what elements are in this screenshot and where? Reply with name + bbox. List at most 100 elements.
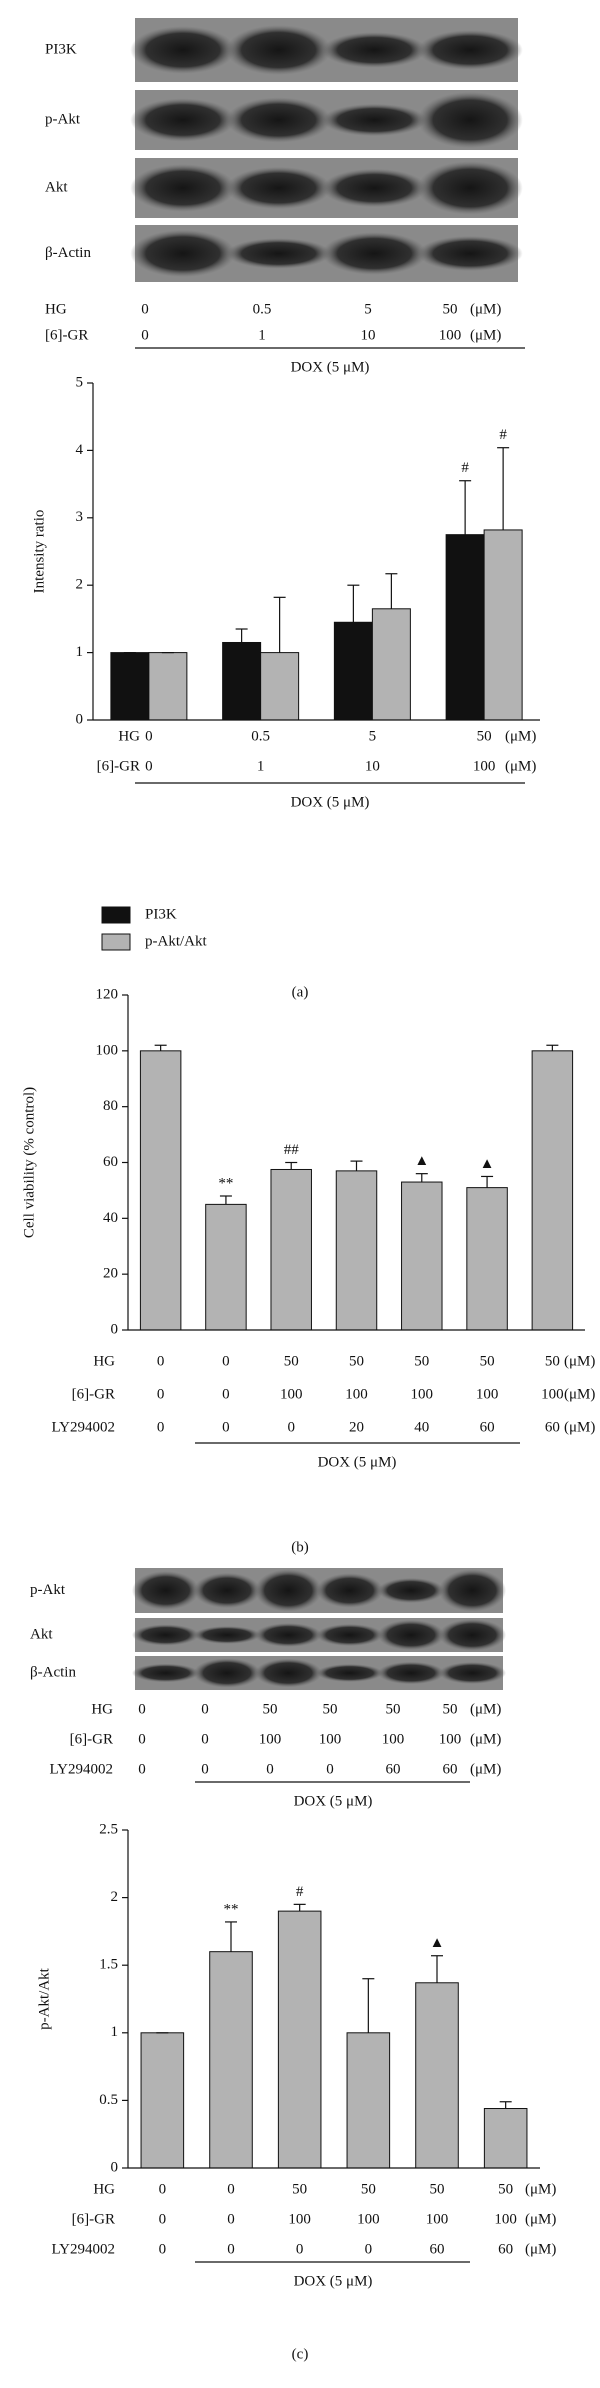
condition-label: HG [93, 2181, 115, 2197]
blot-band [438, 1619, 507, 1651]
condition-value: 0 [201, 1701, 209, 1717]
y-tick-label: 1 [76, 644, 84, 660]
condition-label: HG [45, 301, 67, 317]
condition-value: 60 [545, 1419, 560, 1435]
condition-value: 40 [414, 1419, 429, 1435]
bar [371, 608, 411, 721]
condition-value: 100 [439, 1731, 462, 1747]
y-tick-label: 60 [103, 1154, 118, 1170]
condition-value: 0 [326, 1761, 334, 1777]
bar [346, 2032, 391, 2169]
significance-marker: ▲ [480, 1156, 495, 1172]
significance-marker: # [499, 427, 507, 443]
blot-band [130, 229, 236, 278]
condition-value: 0 [201, 1761, 209, 1777]
blot-band [225, 25, 332, 75]
blot-band [131, 1663, 200, 1683]
condition-value: 50 [545, 1353, 560, 1369]
unit: (μM) [470, 1731, 501, 1747]
y-tick-label: 0 [76, 711, 84, 727]
condition-value: 0 [222, 1353, 230, 1369]
condition-value: 50 [386, 1701, 401, 1717]
blot-band [315, 1573, 384, 1608]
condition-value: 0 [227, 2181, 235, 2197]
condition-value: 50 [284, 1353, 299, 1369]
condition-label: HG [91, 1701, 113, 1717]
condition-value: 10 [361, 327, 376, 343]
blot-band [254, 1569, 323, 1612]
unit: (μM) [470, 301, 501, 317]
bar [483, 529, 523, 721]
condition-value: 0 [296, 2241, 304, 2257]
condition-value: 100 [473, 758, 496, 774]
y-tick-label: 5 [76, 374, 84, 390]
blot-band [321, 32, 428, 68]
condition-value: 50 [498, 2181, 513, 2197]
condition-value: 5 [364, 301, 372, 317]
condition-label: LY294002 [52, 1419, 116, 1435]
condition-value: 60 [430, 2241, 445, 2257]
condition-value: 60 [443, 1761, 458, 1777]
condition-value: 60 [386, 1761, 401, 1777]
condition-value: 100 [426, 2211, 449, 2227]
blot-band [377, 1619, 445, 1651]
bar [139, 1050, 182, 1331]
condition-value: 50 [292, 2181, 307, 2197]
blot-label: p-Akt [45, 111, 81, 127]
blot-band [254, 1658, 323, 1688]
group-label: DOX (5 μM) [318, 1454, 397, 1470]
condition-value: 100 [345, 1386, 368, 1402]
condition-label: LY294002 [52, 2241, 116, 2257]
condition-label: [6]-GR [72, 1386, 115, 1402]
condition-value: 0 [145, 728, 153, 744]
condition-value: 0.5 [253, 301, 272, 317]
condition-value: 50 [263, 1701, 278, 1717]
bar [277, 1910, 322, 2169]
condition-value: 0 [138, 1761, 146, 1777]
blot-band [130, 98, 236, 142]
condition-value: 0 [159, 2211, 167, 2227]
condition-value: 0 [222, 1386, 230, 1402]
group-label: DOX (5 μM) [291, 794, 370, 810]
group-label: DOX (5 μM) [294, 1793, 373, 1809]
bar [110, 652, 150, 721]
bar [466, 1187, 508, 1331]
condition-value: 50 [349, 1353, 364, 1369]
condition-label: [6]-GR [97, 758, 140, 774]
blot-band [377, 1661, 445, 1685]
condition-value: 50 [361, 2181, 376, 2197]
panel-label: (b) [291, 1539, 309, 1555]
bar [335, 1170, 378, 1331]
condition-value: 1 [258, 327, 266, 343]
condition-value: 50 [430, 2181, 445, 2197]
bar [531, 1050, 574, 1331]
significance-marker: ** [218, 1175, 233, 1191]
blot-band [131, 1624, 200, 1646]
y-axis-label: p-Akt/Akt [36, 1967, 52, 2029]
condition-label: LY294002 [50, 1761, 114, 1777]
condition-value: 0 [138, 1701, 146, 1717]
significance-marker: # [296, 1884, 304, 1900]
y-tick-label: 40 [103, 1210, 118, 1226]
panel-label: (a) [292, 984, 309, 1000]
condition-value: 100 [382, 1731, 405, 1747]
bar [483, 2108, 528, 2169]
condition-value: 50 [414, 1353, 429, 1369]
condition-label: HG [93, 1353, 115, 1369]
bar [415, 1982, 459, 2169]
blot-band [438, 1661, 507, 1685]
blot-band [254, 1623, 323, 1647]
legend-swatch [101, 933, 131, 951]
condition-value: 0 [159, 2241, 167, 2257]
condition-value: 60 [498, 2241, 513, 2257]
blot-band [193, 1658, 261, 1688]
legend-label: PI3K [145, 906, 177, 922]
blot-label: Akt [45, 179, 68, 195]
y-axis-label: Intensity ratio [31, 510, 47, 594]
blot-band [438, 1569, 507, 1612]
condition-value: 0 [222, 1419, 230, 1435]
condition-value: 100 [541, 1386, 564, 1402]
condition-value: 0 [141, 327, 149, 343]
significance-marker: ▲ [414, 1153, 429, 1169]
condition-value: 100 [439, 327, 462, 343]
